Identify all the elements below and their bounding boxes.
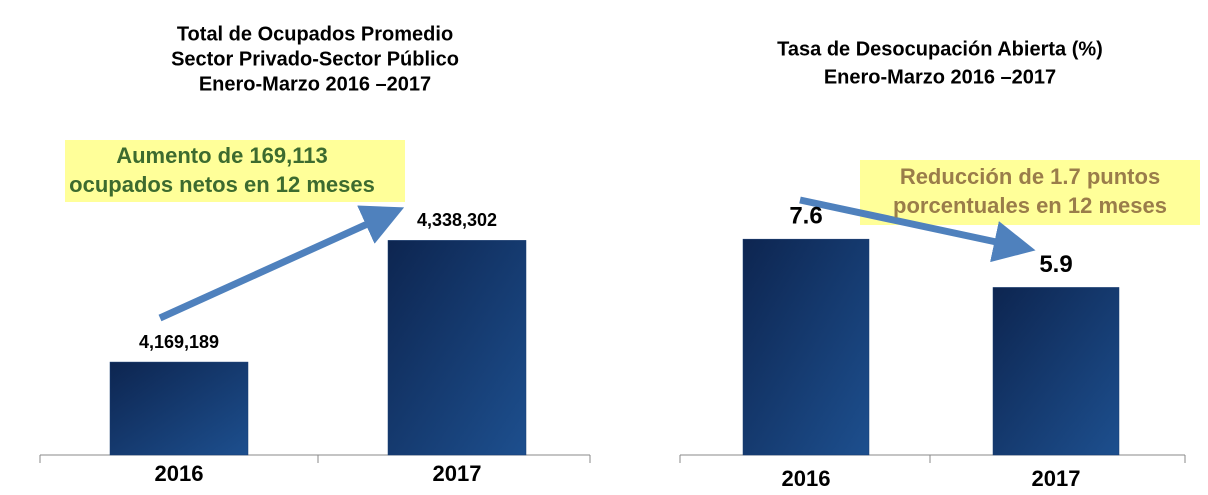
annotation-box bbox=[65, 140, 405, 202]
annotation: Aumento de 169,113 bbox=[116, 143, 328, 168]
chart-title: Sector Privado-Sector Público bbox=[171, 48, 459, 70]
data-label: 7.6 bbox=[789, 203, 822, 230]
chart-title: Enero-Marzo 2016 –2017 bbox=[199, 73, 431, 95]
data-label: 4,169,189 bbox=[139, 332, 219, 352]
chart-title: Tasa de Desocupación Abierta (%) bbox=[777, 38, 1103, 60]
annotation: ocupados netos en 12 meses bbox=[69, 172, 375, 197]
chart-title: Enero-Marzo 2016 –2017 bbox=[824, 66, 1056, 88]
arrow bbox=[158, 205, 405, 322]
data-label: 5.9 bbox=[1039, 251, 1072, 278]
x-tick-label: 2017 bbox=[433, 461, 482, 486]
chart-title: Total de Ocupados Promedio bbox=[177, 23, 453, 45]
annotation-box bbox=[860, 160, 1200, 225]
data-label: 4,338,302 bbox=[417, 210, 497, 230]
bar bbox=[992, 287, 1120, 456]
bar bbox=[742, 238, 870, 456]
x-tick-label: 2016 bbox=[155, 461, 204, 486]
annotation: Reducción de 1.7 puntos bbox=[900, 164, 1160, 189]
bar bbox=[109, 361, 249, 456]
x-tick-label: 2016 bbox=[782, 466, 831, 490]
arrow bbox=[799, 196, 1036, 263]
x-tick-label: 2017 bbox=[1032, 466, 1081, 490]
annotation: porcentuales en 12 meses bbox=[893, 193, 1167, 218]
bar bbox=[387, 240, 527, 456]
